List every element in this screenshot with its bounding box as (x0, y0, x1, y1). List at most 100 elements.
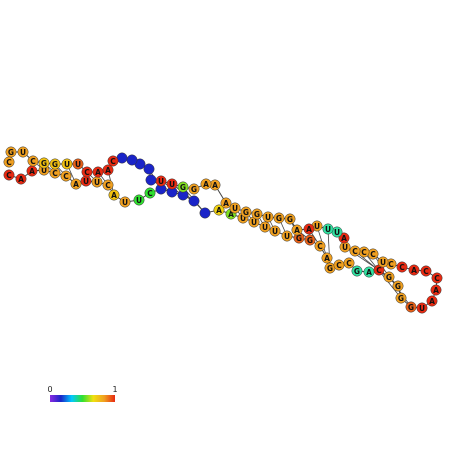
nucleotide: A (220, 197, 232, 209)
nucleotide-letter: G (395, 282, 401, 291)
nucleotide-letter: U (20, 148, 26, 157)
nucleotide-letter: U (262, 223, 268, 232)
nucleotide-letter: U (272, 227, 278, 236)
nucleotide-circle (3, 169, 15, 181)
nucleotide-letter: G (408, 303, 414, 312)
nucleotide-circle (240, 206, 252, 218)
nucleotide-letter: U (41, 166, 47, 175)
nucleotide (143, 163, 155, 175)
nucleotide: G (49, 158, 61, 170)
nucleotide-circle (396, 261, 408, 273)
nucleotide-letter: C (6, 158, 12, 167)
nucleotide-letter: G (52, 160, 58, 169)
nucleotide: G (251, 208, 263, 220)
nucleotide: U (72, 158, 84, 170)
nucleotide-circle (102, 179, 114, 191)
nucleotide-circle (15, 173, 27, 185)
nucleotide-circle (377, 256, 389, 268)
nucleotide-letter: G (386, 273, 392, 282)
nucleotide: C (102, 179, 114, 191)
nucleotide-circle (408, 264, 420, 276)
nucleotide-letter: G (254, 210, 260, 219)
nucleotide: G (240, 206, 252, 218)
nucleotide-letter: U (64, 160, 70, 169)
nucleotide-letter: A (111, 191, 117, 200)
nucleotide-circle (416, 302, 428, 314)
nucleotide-circle (304, 234, 316, 246)
nucleotide-letter: A (306, 225, 312, 234)
nucleotide: C (3, 169, 15, 181)
nucleotide: A (209, 179, 221, 191)
nucleotide-letter: A (212, 181, 218, 190)
nucleotide-letter: A (411, 266, 417, 275)
nucleotide-circle (60, 170, 72, 182)
nucleotide-letter: C (336, 261, 342, 270)
nucleotide: G (405, 301, 417, 313)
color-scale-min-label: 0 (47, 385, 52, 394)
nucleotide: G (304, 234, 316, 246)
nucleotide-letter: U (251, 218, 257, 227)
nucleotide-circle (420, 265, 432, 277)
nucleotide-circle (430, 284, 442, 296)
nucleotide: U (155, 175, 167, 187)
nucleotide-circle (177, 181, 189, 193)
nucleotide-letter: C (423, 267, 429, 276)
nucleotide-letter: C (30, 157, 36, 166)
nucleotide: A (15, 173, 27, 185)
nucleotide: A (102, 164, 114, 176)
nucleotide-letter: C (346, 259, 352, 268)
nucleotide-letter: C (63, 172, 69, 181)
nucleotide: C (3, 156, 15, 168)
nucleotide: G (392, 280, 404, 292)
nucleotide-letter: G (276, 214, 282, 223)
nucleotide-circle (349, 245, 361, 257)
nucleotide: A (426, 295, 438, 307)
nucleotide-circle (395, 292, 407, 304)
nucleotide-circle (92, 166, 104, 178)
nucleotide: U (119, 196, 131, 208)
nucleotide-circle (119, 196, 131, 208)
nucleotide-circle (49, 158, 61, 170)
nucleotide: U (262, 211, 274, 223)
nucleotide: G (351, 265, 363, 277)
nucleotide-letter: C (110, 157, 116, 166)
nucleotide-letter: A (73, 180, 79, 189)
nucleotide-letter: C (370, 250, 376, 259)
nucleotide-circle (269, 225, 281, 237)
nucleotide: C (373, 264, 385, 276)
nucleotide-circle (199, 207, 211, 219)
nucleotide-letter: G (327, 264, 333, 273)
nucleotide: U (259, 221, 271, 233)
nucleotide-letter: G (398, 294, 404, 303)
nucleotide-letter: U (419, 304, 425, 313)
nucleotide: U (17, 146, 29, 158)
nucleotide: G (395, 292, 407, 304)
color-scale-legend: 0 1 (47, 385, 118, 402)
nucleotide-circle (188, 195, 200, 207)
nucleotide-letter: U (334, 228, 340, 237)
nucleotide: A (408, 264, 420, 276)
nucleotide-letter: U (265, 213, 271, 222)
color-scale-bar (50, 395, 115, 402)
nucleotide-letter: G (8, 148, 14, 157)
nucleotide-letter: G (191, 185, 197, 194)
nucleotide-letter: A (18, 175, 24, 184)
nucleotide: C (144, 187, 156, 199)
nucleotide: A (213, 204, 225, 216)
nucleotide-letter: A (216, 206, 222, 215)
nucleotide: U (80, 175, 92, 187)
nucleotide-circle (38, 157, 50, 169)
nucleotide-circle (321, 252, 333, 264)
nucleotide-letter: C (361, 248, 367, 257)
nucleotide: U (61, 158, 73, 170)
nucleotide: A (303, 223, 315, 235)
nucleotide-circle (17, 146, 29, 158)
nucleotide: A (200, 178, 212, 190)
nucleotide-letter: G (307, 236, 313, 245)
nucleotide-circle (126, 154, 138, 166)
nucleotide-circle (259, 221, 271, 233)
nucleotide-letter: C (317, 242, 323, 251)
